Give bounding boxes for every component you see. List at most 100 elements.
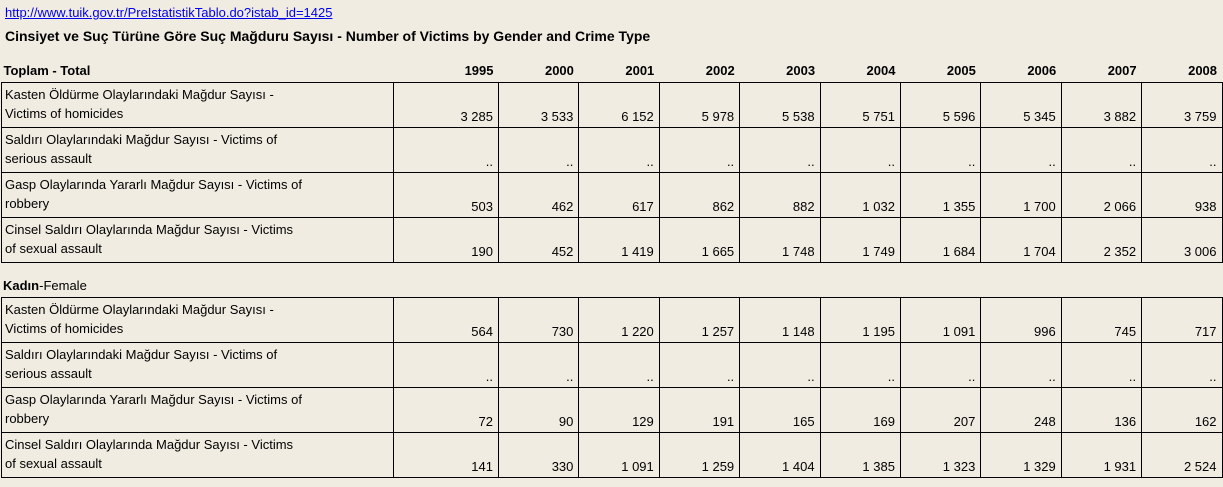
- value-cell: 1 195: [819, 296, 901, 343]
- row-label: Cinsel Saldırı Olaylarında Mağdur Sayısı…: [1, 431, 394, 478]
- table-row: Gasp Olaylarında Yararlı Mağdur Sayısı -…: [1, 171, 1223, 218]
- year-header-cell: 1995: [464, 62, 494, 78]
- year-header-cell: 2008: [1188, 62, 1218, 78]
- value-cell: 2 352: [1060, 216, 1143, 263]
- value-cell: 90: [497, 386, 580, 433]
- value-cell: ..: [739, 341, 821, 388]
- row-label: Gasp Olaylarında Yararlı Mağdur Sayısı -…: [1, 386, 394, 433]
- value-cell: 162: [1141, 386, 1223, 433]
- value-cell: 462: [497, 171, 580, 218]
- value-cell: 190: [393, 216, 499, 263]
- value-cell: 1 257: [658, 296, 741, 343]
- row-label-line2: Victims of homicides: [5, 320, 124, 336]
- value-cell: 564: [393, 296, 499, 343]
- section-title-toplam: Toplam - Total: [2, 48, 394, 82]
- source-url-link[interactable]: http://www.tuik.gov.tr/PreIstatistikTabl…: [5, 5, 333, 20]
- value-cell: ..: [578, 341, 660, 388]
- value-cell: 248: [980, 386, 1062, 433]
- row-label-line2: of sexual assault: [5, 455, 102, 471]
- value-cell: ..: [739, 126, 821, 173]
- value-cell: 6 152: [578, 81, 660, 128]
- section-title-kadin: Kadın-Female: [3, 278, 1222, 293]
- value-cell: 5 978: [658, 81, 741, 128]
- value-cell: 452: [497, 216, 580, 263]
- row-label-line2: robbery: [5, 410, 50, 426]
- year-header-cell: 2007: [1107, 62, 1137, 78]
- value-cell: 503: [393, 171, 499, 218]
- table-row: Gasp Olaylarında Yararlı Mağdur Sayısı -…: [1, 386, 1223, 433]
- value-cell: 717: [1141, 296, 1223, 343]
- value-cell: 1 404: [739, 431, 821, 478]
- table-row: Saldırı Olaylarındaki Mağdur Sayısı - Vi…: [1, 341, 1223, 388]
- value-cell: 165: [739, 386, 821, 433]
- value-cell: 938: [1141, 171, 1223, 218]
- row-label-line2: of sexual assault: [5, 240, 102, 256]
- row-label-line2: robbery: [5, 195, 50, 211]
- value-cell: ..: [980, 126, 1062, 173]
- value-cell: 1 329: [980, 431, 1062, 478]
- data-table-toplam: Toplam - Total 1995 2000 2001 2002 2003 2004 20…: [1, 48, 1223, 263]
- page-title: Cinsiyet ve Suç Türüne Göre Suç Mağduru …: [5, 28, 651, 44]
- row-label-line1: Saldırı Olaylarındaki Mağdur Sayısı - Vi…: [5, 346, 278, 362]
- value-cell: 1 931: [1060, 431, 1143, 478]
- value-cell: 1 032: [819, 171, 901, 218]
- row-label: Saldırı Olaylarındaki Mağdur Sayısı - Vi…: [1, 341, 394, 388]
- value-cell: ..: [980, 341, 1062, 388]
- row-label: Cinsel Saldırı Olaylarında Mağdur Sayısı…: [1, 216, 394, 263]
- value-cell: 207: [899, 386, 982, 433]
- row-label: Saldırı Olaylarındaki Mağdur Sayısı - Vi…: [1, 126, 394, 173]
- value-cell: ..: [899, 126, 982, 173]
- row-label-line1: Cinsel Saldırı Olaylarında Mağdur Sayısı…: [5, 221, 294, 237]
- year-header-cell: 2005: [946, 62, 976, 78]
- value-cell: 1 419: [578, 216, 660, 263]
- value-cell: ..: [1141, 341, 1223, 388]
- section-title-regular: -Female: [39, 277, 87, 293]
- value-cell: 1 700: [980, 171, 1062, 218]
- value-cell: 191: [658, 386, 741, 433]
- row-label-line1: Kasten Öldürme Olaylarındaki Mağdur Sayı…: [5, 301, 274, 317]
- value-cell: ..: [393, 341, 499, 388]
- value-cell: ..: [393, 126, 499, 173]
- value-cell: 1 148: [739, 296, 821, 343]
- table-row: Kasten Öldürme Olaylarındaki Mağdur Sayı…: [1, 296, 1223, 343]
- section-toplam: Toplam - Total 1995 2000 2001 2002 2003 2004 20…: [1, 48, 1223, 263]
- value-cell: 3 759: [1141, 81, 1223, 128]
- value-cell: ..: [1141, 126, 1223, 173]
- value-cell: ..: [658, 126, 741, 173]
- value-cell: 5 751: [819, 81, 901, 128]
- table-row: Cinsel Saldırı Olaylarında Mağdur Sayısı…: [1, 431, 1223, 478]
- value-cell: ..: [899, 341, 982, 388]
- row-label-line1: Gasp Olaylarında Yararlı Mağdur Sayısı -…: [5, 391, 302, 407]
- value-cell: 1 091: [899, 296, 982, 343]
- value-cell: 129: [578, 386, 660, 433]
- value-cell: 1 091: [578, 431, 660, 478]
- row-label-line1: Kasten Öldürme Olaylarındaki Mağdur Sayı…: [5, 86, 274, 102]
- value-cell: 617: [578, 171, 660, 218]
- header-row: Toplam - Total 1995 2000 2001 2002 2003 2004 20…: [2, 48, 1223, 82]
- value-cell: ..: [497, 126, 580, 173]
- row-label-line2: serious assault: [5, 150, 92, 166]
- value-cell: 1 748: [739, 216, 821, 263]
- table-row: Kasten Öldürme Olaylarındaki Mağdur Sayı…: [1, 81, 1223, 128]
- row-label: Kasten Öldürme Olaylarındaki Mağdur Sayı…: [1, 296, 394, 343]
- row-label-line1: Gasp Olaylarında Yararlı Mağdur Sayısı -…: [5, 176, 302, 192]
- table-row: Cinsel Saldırı Olaylarında Mağdur Sayısı…: [1, 216, 1223, 263]
- value-cell: 72: [393, 386, 499, 433]
- value-cell: 136: [1060, 386, 1143, 433]
- value-cell: 1 665: [658, 216, 741, 263]
- value-cell: 862: [658, 171, 741, 218]
- value-cell: 1 355: [899, 171, 982, 218]
- value-cell: 5 345: [980, 81, 1062, 128]
- year-header-cell: 2003: [786, 62, 816, 78]
- value-cell: 2 066: [1060, 171, 1143, 218]
- tables-area: Toplam - Total 1995 2000 2001 2002 2003 2004 20…: [1, 48, 1223, 478]
- value-cell: 996: [980, 296, 1062, 343]
- value-cell: 730: [497, 296, 580, 343]
- value-cell: ..: [819, 341, 901, 388]
- section-kadin: Kadın-Female Kasten Öldürme Olaylarındaki…: [1, 278, 1223, 478]
- value-cell: 3 882: [1060, 81, 1143, 128]
- value-cell: 1 385: [819, 431, 901, 478]
- value-cell: 1 704: [980, 216, 1062, 263]
- data-table-kadin: Kasten Öldürme Olaylarındaki Mağdur Sayı…: [1, 296, 1223, 478]
